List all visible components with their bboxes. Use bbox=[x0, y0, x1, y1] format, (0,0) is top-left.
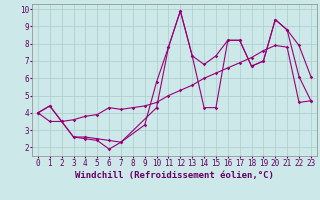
X-axis label: Windchill (Refroidissement éolien,°C): Windchill (Refroidissement éolien,°C) bbox=[75, 171, 274, 180]
